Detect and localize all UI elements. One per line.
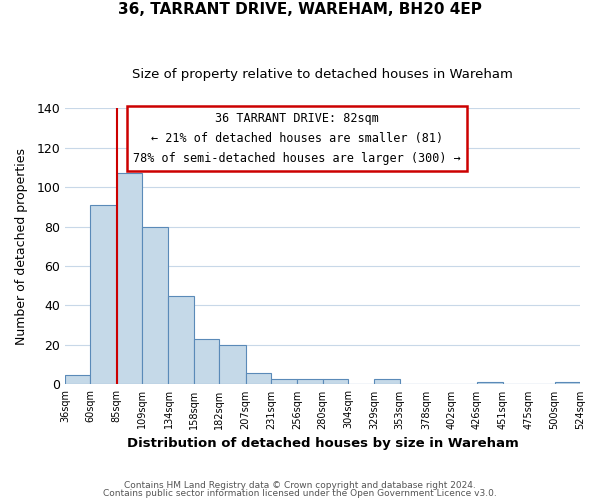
Title: Size of property relative to detached houses in Wareham: Size of property relative to detached ho… — [132, 68, 513, 80]
Text: 36, TARRANT DRIVE, WAREHAM, BH20 4EP: 36, TARRANT DRIVE, WAREHAM, BH20 4EP — [118, 2, 482, 18]
Bar — [169, 296, 194, 384]
Bar — [219, 345, 245, 385]
Bar — [194, 339, 219, 384]
Bar — [374, 378, 400, 384]
Bar — [323, 378, 348, 384]
X-axis label: Distribution of detached houses by size in Wareham: Distribution of detached houses by size … — [127, 437, 518, 450]
Y-axis label: Number of detached properties: Number of detached properties — [15, 148, 28, 344]
Bar — [65, 374, 91, 384]
Bar — [271, 378, 297, 384]
Text: Contains HM Land Registry data © Crown copyright and database right 2024.: Contains HM Land Registry data © Crown c… — [124, 481, 476, 490]
Bar — [91, 205, 117, 384]
Text: 36 TARRANT DRIVE: 82sqm
← 21% of detached houses are smaller (81)
78% of semi-de: 36 TARRANT DRIVE: 82sqm ← 21% of detache… — [133, 112, 461, 165]
Bar — [297, 378, 323, 384]
Bar — [117, 173, 142, 384]
Bar — [245, 372, 271, 384]
Bar — [554, 382, 580, 384]
Bar — [142, 226, 169, 384]
Text: Contains public sector information licensed under the Open Government Licence v3: Contains public sector information licen… — [103, 488, 497, 498]
Bar — [476, 382, 503, 384]
